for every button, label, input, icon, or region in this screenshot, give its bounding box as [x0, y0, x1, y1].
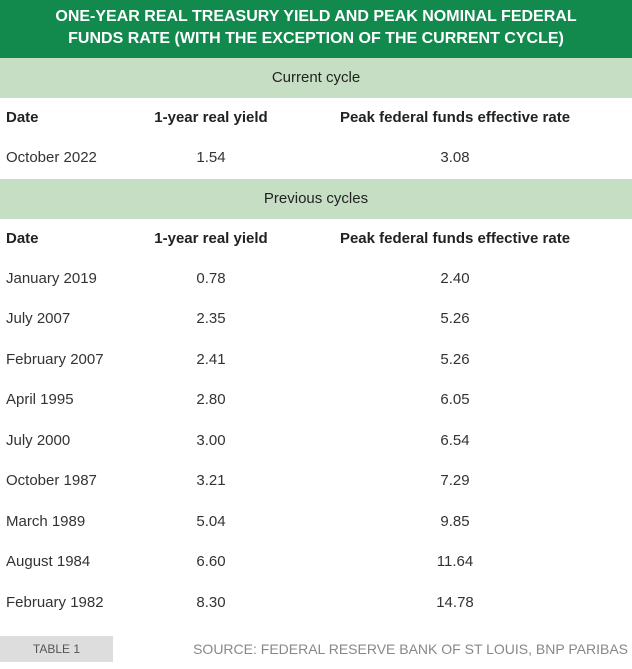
cell: 9.85: [440, 512, 470, 530]
column-header: 1-year real yield: [154, 229, 268, 247]
header-row: Date 1-year real yield Peak federal funds …: [0, 98, 632, 138]
cell: 2.40: [440, 269, 470, 287]
column-header: Peak federal funds effective rate: [339, 229, 571, 247]
table-row: July 2007 2.35 5.26: [0, 299, 632, 339]
cell: 3.21: [196, 472, 226, 489]
table-row: August 1984 6.60 11.64: [0, 542, 632, 582]
table-row: October 1987 3.21 7.29: [0, 461, 632, 501]
cell: March 1989: [6, 512, 86, 530]
table-row: March 1989 5.04 9.85: [0, 502, 632, 542]
cell: April 1995: [6, 391, 74, 408]
section-title: Previous cycles: [0, 178, 632, 219]
title-line: FUNDS RATE (WITH THE EXCEPTION OF THE CU…: [68, 30, 564, 47]
cell: 2.80: [196, 391, 226, 408]
column-header: 1-year real yield: [154, 109, 268, 126]
cell: 1.54: [196, 149, 226, 166]
cell: 5.26: [440, 350, 470, 368]
cell: August 1984: [6, 553, 91, 570]
cell: February 1982: [6, 593, 104, 611]
cell: 8.30: [196, 593, 226, 611]
cell: 2.41: [196, 350, 226, 368]
cell: October 1987: [6, 472, 97, 489]
cell: July 2000: [6, 431, 71, 449]
cell: 3.08: [440, 149, 470, 166]
cell: 5.04: [196, 512, 226, 530]
column-header: Date: [6, 109, 39, 126]
table-row: January 2019 0.78 2.40: [0, 259, 632, 299]
cell: 6.05: [440, 391, 470, 408]
table-row: April 1995 2.80 6.05: [0, 380, 632, 420]
column-header: Peak federal funds effective rate: [339, 109, 571, 126]
cell: 5.26: [440, 310, 470, 327]
table-row: July 2000 3.00 6.54: [0, 421, 632, 461]
source: SOURCE: FEDERAL RESERVE BANK OF ST LOUIS…: [193, 641, 628, 657]
cell: 0.78: [196, 269, 226, 287]
cell: 6.54: [440, 431, 470, 449]
cell: July 2007: [6, 310, 71, 327]
title-line: ONE-YEAR REAL TREASURY YIELD AND PEAK NO…: [55, 8, 577, 25]
table-label: TABLE 1: [0, 636, 113, 662]
cell: 14.78: [436, 593, 474, 611]
header-row: Date 1-year real yield Peak federal funds …: [0, 219, 632, 259]
cell: 6.60: [196, 553, 226, 570]
table-row: February 2007 2.41 5.26: [0, 340, 632, 380]
section-title: Current cycle: [0, 58, 632, 98]
column-header: Date: [6, 229, 39, 247]
cell: 2.35: [196, 310, 226, 327]
cell: 3.00: [196, 431, 226, 449]
cell: October 2022: [6, 149, 97, 166]
table-row: October 2022 1.54 3.08: [0, 138, 632, 178]
cell: 7.29: [440, 472, 470, 489]
title: ONE-YEAR REAL TREASURY YIELD AND PEAK NO…: [0, 0, 632, 58]
cell: February 2007: [6, 350, 104, 368]
table-row: February 1982 8.30 14.78: [0, 583, 632, 623]
cell: 11.64: [436, 553, 474, 570]
cell: January 2019: [6, 269, 97, 287]
